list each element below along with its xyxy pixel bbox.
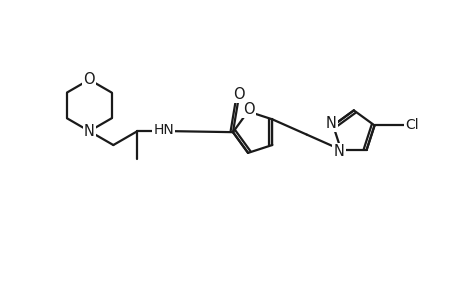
Text: N: N <box>333 144 344 159</box>
Text: O: O <box>233 87 244 102</box>
Text: O: O <box>243 102 254 117</box>
Text: O: O <box>84 72 95 87</box>
Text: Cl: Cl <box>404 118 418 132</box>
Text: N: N <box>84 124 95 139</box>
Text: HN: HN <box>153 123 174 137</box>
Text: N: N <box>325 116 336 131</box>
